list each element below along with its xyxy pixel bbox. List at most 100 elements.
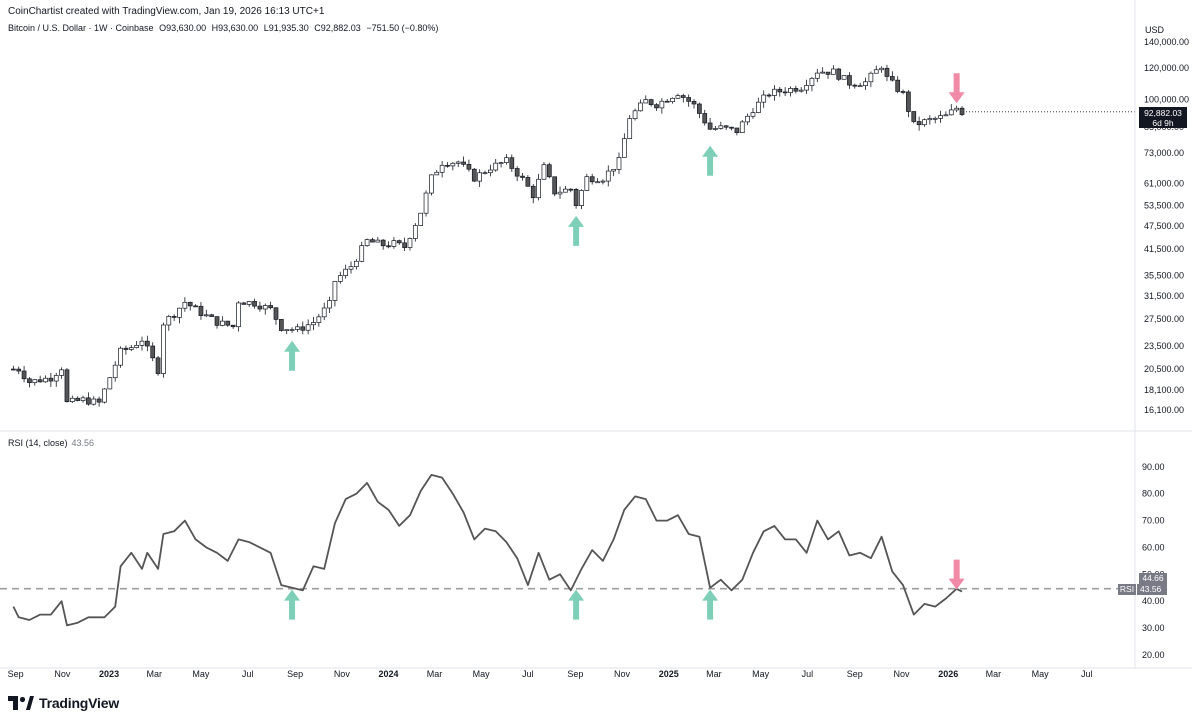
candle-up <box>809 77 815 86</box>
candle-up <box>927 118 933 121</box>
candle-up <box>938 115 943 119</box>
rsi-tag-value: 43.56 <box>1140 584 1162 594</box>
candle-down <box>225 320 231 326</box>
time-axis-tick: May <box>473 669 491 679</box>
candle-down <box>155 357 161 374</box>
candle-down <box>852 84 858 87</box>
candle-up <box>772 88 777 96</box>
price-markers <box>284 73 965 371</box>
candle-up <box>863 81 868 87</box>
candle-up <box>557 191 563 195</box>
candle-up <box>798 89 804 92</box>
candle-up <box>922 119 927 126</box>
candle-down <box>241 302 247 305</box>
candle-up <box>262 305 268 310</box>
time-axis-tick: 2025 <box>659 669 679 679</box>
candle-up <box>80 397 86 401</box>
price-axis-tick: 18,100.00 <box>1144 385 1184 395</box>
candle-up <box>745 115 750 123</box>
candle-down <box>916 121 922 126</box>
time-axis-tick: Jul <box>242 669 254 679</box>
time-axis-tick: 2023 <box>99 669 119 679</box>
candle-up <box>488 169 493 174</box>
candle-up <box>220 320 225 326</box>
candle-up <box>354 260 359 268</box>
candle-up <box>407 238 413 248</box>
candle-up <box>750 112 756 117</box>
time-axis-tick: Nov <box>334 669 351 679</box>
price-candles <box>11 64 1135 407</box>
candle-up <box>128 347 134 350</box>
time-axis-tick: Mar <box>986 669 1002 679</box>
candle-down <box>530 185 536 199</box>
candle-up <box>493 162 499 171</box>
candle-up <box>182 301 188 309</box>
candle-up <box>391 240 397 247</box>
ohlc-close: C92,882.03 <box>314 23 361 33</box>
candle-up <box>541 164 547 180</box>
candle-up <box>343 268 349 276</box>
candle-down <box>691 101 697 105</box>
candle-up <box>139 340 145 346</box>
symbol-name: Bitcoin / U.S. Dollar · 1W · Coinbase <box>8 23 154 33</box>
candle-down <box>48 377 54 382</box>
up-arrow-icon <box>568 589 585 620</box>
candle-up <box>284 329 290 332</box>
candle-down <box>568 188 574 191</box>
time-axis-tick: Sep <box>287 669 303 679</box>
candle-down <box>75 397 81 401</box>
price-axis-tick: 73,000.00 <box>1144 148 1184 158</box>
down-arrow-icon <box>948 559 965 590</box>
candle-down <box>520 175 525 178</box>
candle-down <box>777 88 783 93</box>
candle-up <box>638 102 643 112</box>
candle-down <box>370 239 375 243</box>
candle-down <box>214 316 220 326</box>
candle-up <box>643 99 649 104</box>
tradingview-logo[interactable]: TradingView <box>8 694 119 712</box>
candle-up <box>713 128 718 130</box>
candle-down <box>461 161 466 165</box>
candle-down <box>734 127 740 133</box>
candle-down <box>445 164 450 167</box>
candle-up <box>107 377 113 390</box>
rsi-legend[interactable]: RSI (14, close) 43.56 <box>8 438 94 448</box>
candle-up <box>600 180 606 183</box>
time-axis-tick: May <box>192 669 210 679</box>
candle-up <box>166 316 172 326</box>
rsi-reference-tag: 44.66 <box>1139 573 1167 584</box>
candle-down <box>680 95 686 98</box>
rsi-axis-tick: 60.00 <box>1142 542 1165 552</box>
candle-down <box>552 176 558 195</box>
candle-up <box>348 266 354 270</box>
candle-down <box>123 347 129 350</box>
candle-down <box>278 319 284 331</box>
candle-down <box>466 163 472 170</box>
candle-down <box>959 107 965 115</box>
time-axis-tick: Jul <box>522 669 534 679</box>
candle-down <box>847 75 852 86</box>
candle-down <box>471 168 477 182</box>
candle-down <box>386 245 391 248</box>
candle-up <box>595 181 600 184</box>
candle-up <box>364 239 370 247</box>
rsi-axis-tick: 80.00 <box>1142 489 1165 499</box>
candle-down <box>525 177 531 187</box>
candle-up <box>118 347 123 366</box>
price-axis-tick: 35,500.00 <box>1144 271 1184 281</box>
time-axis-tick: Jul <box>802 669 814 679</box>
currency-label[interactable]: USD <box>1145 25 1165 35</box>
time-axis-tick: Sep <box>8 669 24 679</box>
candle-up <box>868 72 874 83</box>
time-axis-tick: May <box>752 669 770 679</box>
rsi-legend-value: 43.56 <box>71 438 95 448</box>
candle-up <box>69 397 75 402</box>
time-axis-tick: Jul <box>1081 669 1093 679</box>
candle-up <box>482 172 488 175</box>
candle-down <box>187 301 193 307</box>
price-axis-tick: 23,500.00 <box>1144 341 1184 351</box>
candle-up <box>831 68 836 75</box>
price-axis-tick: 53,500.00 <box>1144 201 1184 211</box>
symbol-legend: Bitcoin / U.S. Dollar · 1W · Coinbase O9… <box>8 23 441 33</box>
